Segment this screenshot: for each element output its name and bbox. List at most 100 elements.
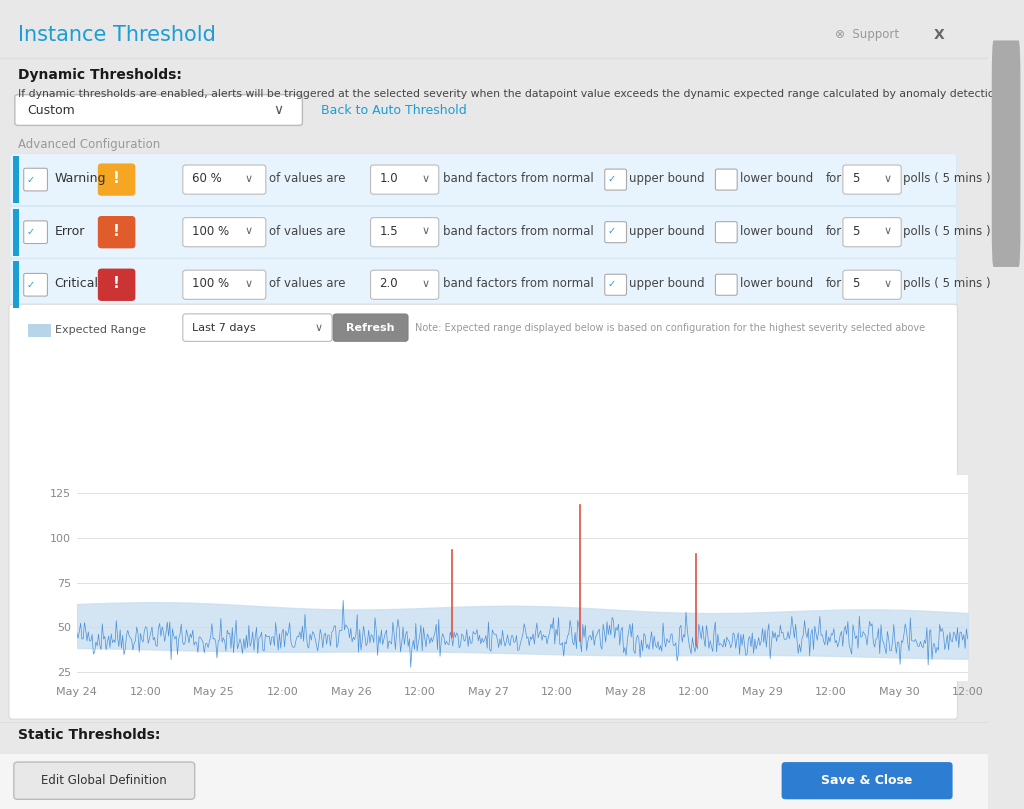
FancyBboxPatch shape xyxy=(183,165,266,194)
Text: Expected Range: Expected Range xyxy=(55,325,146,335)
Text: Warning: Warning xyxy=(54,172,105,185)
Text: Instance Threshold: Instance Threshold xyxy=(17,25,216,44)
Text: !: ! xyxy=(114,224,120,239)
Bar xyxy=(13,209,18,256)
Text: 2.0: 2.0 xyxy=(380,277,398,290)
Text: of values are: of values are xyxy=(268,225,345,238)
Text: Advanced Configuration: Advanced Configuration xyxy=(17,138,160,150)
Text: 100 %: 100 % xyxy=(191,225,228,238)
Text: polls ( 5 mins ): polls ( 5 mins ) xyxy=(903,225,991,238)
FancyBboxPatch shape xyxy=(14,762,195,799)
FancyBboxPatch shape xyxy=(98,269,135,301)
Text: 1.5: 1.5 xyxy=(380,225,398,238)
Text: !: ! xyxy=(114,172,120,186)
Text: 5: 5 xyxy=(852,277,859,290)
Text: of values are: of values are xyxy=(268,277,345,290)
Text: polls ( 5 mins ): polls ( 5 mins ) xyxy=(903,172,991,185)
Text: Error: Error xyxy=(54,225,85,238)
FancyBboxPatch shape xyxy=(716,274,737,295)
Text: ∨: ∨ xyxy=(314,323,323,332)
FancyBboxPatch shape xyxy=(371,218,438,247)
FancyBboxPatch shape xyxy=(605,274,627,295)
Text: Dynamic Thresholds:: Dynamic Thresholds: xyxy=(17,68,181,83)
Text: X: X xyxy=(934,28,944,42)
Text: of values are: of values are xyxy=(268,172,345,185)
Text: If dynamic thresholds are enabled, alerts will be triggered at the selected seve: If dynamic thresholds are enabled, alert… xyxy=(17,89,1005,99)
Text: upper bound: upper bound xyxy=(630,277,706,290)
FancyBboxPatch shape xyxy=(9,304,957,719)
Text: ∨: ∨ xyxy=(244,174,252,184)
Text: for: for xyxy=(826,277,843,290)
Text: lower bound: lower bound xyxy=(740,225,813,238)
FancyBboxPatch shape xyxy=(14,95,302,125)
Text: Static Thresholds:: Static Thresholds: xyxy=(17,727,160,742)
Text: ✓: ✓ xyxy=(27,175,35,184)
Text: ✓: ✓ xyxy=(607,279,615,289)
Text: ✓: ✓ xyxy=(607,227,615,236)
FancyBboxPatch shape xyxy=(991,40,1020,267)
Text: polls ( 5 mins ): polls ( 5 mins ) xyxy=(903,277,991,290)
Bar xyxy=(0,754,988,809)
FancyBboxPatch shape xyxy=(843,270,901,299)
Text: ∨: ∨ xyxy=(272,103,283,117)
Text: ∨: ∨ xyxy=(422,174,430,184)
FancyBboxPatch shape xyxy=(24,221,47,244)
Text: ∨: ∨ xyxy=(884,174,892,184)
FancyBboxPatch shape xyxy=(183,314,332,341)
FancyBboxPatch shape xyxy=(716,222,737,243)
FancyBboxPatch shape xyxy=(843,218,901,247)
FancyBboxPatch shape xyxy=(98,216,135,248)
Text: 1.0: 1.0 xyxy=(380,172,398,185)
Text: !: ! xyxy=(114,277,120,291)
Text: 5: 5 xyxy=(852,225,859,238)
Text: Custom: Custom xyxy=(28,104,76,116)
Text: Save & Close: Save & Close xyxy=(821,774,912,787)
Text: 100 %: 100 % xyxy=(191,277,228,290)
Text: ∨: ∨ xyxy=(244,279,252,289)
FancyBboxPatch shape xyxy=(333,314,409,341)
FancyBboxPatch shape xyxy=(10,259,956,311)
Text: ∨: ∨ xyxy=(244,227,252,236)
Text: for: for xyxy=(826,172,843,185)
FancyBboxPatch shape xyxy=(843,165,901,194)
Text: ✓: ✓ xyxy=(27,227,35,237)
Text: band factors from normal: band factors from normal xyxy=(442,277,594,290)
FancyBboxPatch shape xyxy=(716,169,737,190)
Text: for: for xyxy=(826,225,843,238)
Text: lower bound: lower bound xyxy=(740,277,813,290)
Text: lower bound: lower bound xyxy=(740,172,813,185)
FancyBboxPatch shape xyxy=(605,169,627,190)
Text: Note: Expected range displayed below is based on configuration for the highest s: Note: Expected range displayed below is … xyxy=(415,323,925,332)
FancyBboxPatch shape xyxy=(10,154,956,205)
Text: band factors from normal: band factors from normal xyxy=(442,172,594,185)
Text: upper bound: upper bound xyxy=(630,225,706,238)
Text: band factors from normal: band factors from normal xyxy=(442,225,594,238)
Text: Last 7 days: Last 7 days xyxy=(191,323,255,332)
FancyBboxPatch shape xyxy=(605,222,627,243)
Text: ∨: ∨ xyxy=(884,279,892,289)
Text: Back to Auto Threshold: Back to Auto Threshold xyxy=(322,104,467,116)
Bar xyxy=(28,324,51,337)
FancyBboxPatch shape xyxy=(10,206,956,258)
FancyBboxPatch shape xyxy=(781,762,952,799)
Text: Critical: Critical xyxy=(54,277,98,290)
Text: ∨: ∨ xyxy=(422,279,430,289)
Text: ⊗  Support: ⊗ Support xyxy=(835,28,899,41)
Text: ∨: ∨ xyxy=(884,227,892,236)
FancyBboxPatch shape xyxy=(183,218,266,247)
Text: ✓: ✓ xyxy=(607,174,615,184)
Text: Edit Global Definition: Edit Global Definition xyxy=(41,774,167,787)
FancyBboxPatch shape xyxy=(183,270,266,299)
Bar xyxy=(13,156,18,203)
Text: 60 %: 60 % xyxy=(191,172,221,185)
FancyBboxPatch shape xyxy=(24,168,47,191)
FancyBboxPatch shape xyxy=(371,165,438,194)
Text: Refresh: Refresh xyxy=(346,323,395,332)
Text: ∨: ∨ xyxy=(422,227,430,236)
Text: upper bound: upper bound xyxy=(630,172,706,185)
Bar xyxy=(13,261,18,308)
FancyBboxPatch shape xyxy=(98,163,135,196)
Text: 5: 5 xyxy=(852,172,859,185)
Text: ✓: ✓ xyxy=(27,280,35,290)
FancyBboxPatch shape xyxy=(371,270,438,299)
